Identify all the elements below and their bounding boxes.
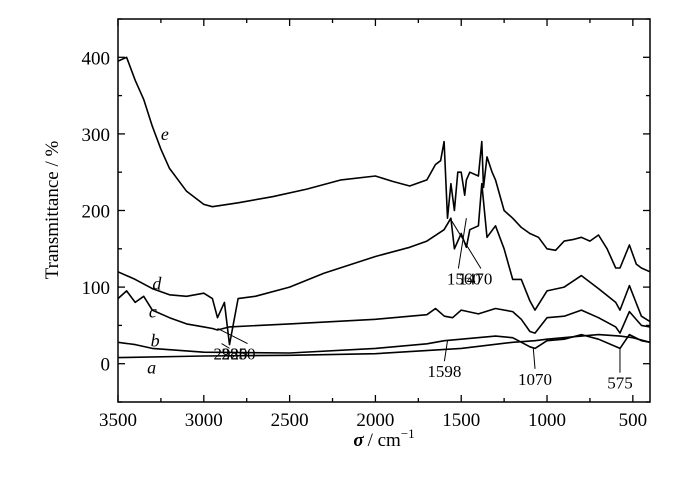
peak-annotation: 2920 xyxy=(214,345,248,364)
spectrum-b xyxy=(117,333,651,354)
y-tick-label: 100 xyxy=(82,278,111,299)
x-tick-label: 2500 xyxy=(271,410,309,431)
y-tick-label: 300 xyxy=(82,125,111,146)
y-tick-label: 200 xyxy=(82,202,111,223)
annotation-leaders xyxy=(217,218,621,373)
annotation-leader xyxy=(221,343,230,349)
peak-annotation: 1070 xyxy=(518,370,552,389)
annotation-leader xyxy=(457,218,467,269)
x-tick-label: 500 xyxy=(619,410,648,431)
peak-annotation: 1598 xyxy=(427,362,461,381)
x-axis-unit: / cm xyxy=(368,430,401,451)
peak-annotation: 1470 xyxy=(458,270,492,289)
annotation-leader xyxy=(532,348,536,369)
x-tick-label: 3500 xyxy=(99,410,137,431)
series-label-b: b xyxy=(151,331,160,351)
x-axis-title: σ / cm−1 xyxy=(353,426,414,451)
y-tick-label: 0 xyxy=(101,355,111,376)
spectrum-e xyxy=(117,56,651,273)
x-tick-label: 1000 xyxy=(528,410,566,431)
x-tick-labels: 3500 3000 2500 2000 1500 1000 500 xyxy=(99,410,647,431)
peak-annotation: 2850 xyxy=(222,345,256,364)
y-axis-title: Transmittance / % xyxy=(42,141,63,280)
spectrum-d xyxy=(117,182,651,346)
axis-ticks xyxy=(117,18,650,403)
peak-annotation: 575 xyxy=(607,374,633,393)
x-tick-label: 2000 xyxy=(356,410,394,431)
x-axis-symbol: σ xyxy=(353,430,364,451)
annotation-leader xyxy=(217,328,248,345)
x-axis-sup: −1 xyxy=(401,426,415,441)
spectrum-a xyxy=(117,333,651,359)
series-label-d: d xyxy=(152,273,162,293)
plot-frame xyxy=(117,18,651,403)
spectrum-c xyxy=(117,290,651,334)
x-tick-label: 1500 xyxy=(442,410,480,431)
y-tick-label: 400 xyxy=(82,48,111,69)
series-label-a: a xyxy=(147,358,156,378)
annotation-leader xyxy=(443,340,448,362)
peak-annotation: 1560 xyxy=(447,270,481,289)
y-tick-labels: 0 100 200 300 400 xyxy=(82,48,111,375)
x-tick-label: 3000 xyxy=(185,410,223,431)
series-label-c: c xyxy=(149,302,157,322)
spectra-lines xyxy=(117,56,651,359)
annotation-leader xyxy=(450,219,482,269)
series-label-e: e xyxy=(161,124,169,144)
